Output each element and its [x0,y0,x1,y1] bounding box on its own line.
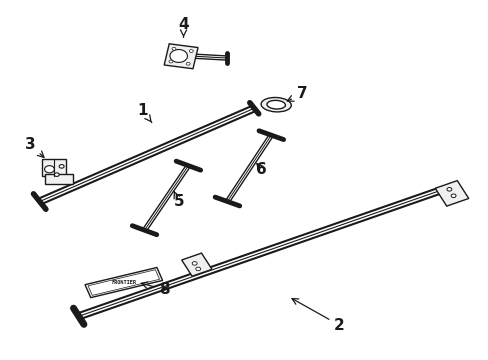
Ellipse shape [266,100,285,109]
Text: FRONTIER: FRONTIER [111,280,136,285]
Bar [88,270,159,295]
Bar [434,181,468,206]
Circle shape [186,62,190,65]
Ellipse shape [261,98,291,112]
Bar [85,267,163,298]
Bar [44,174,73,184]
Circle shape [446,188,451,191]
Circle shape [169,60,173,63]
Circle shape [192,262,197,265]
Text: 5: 5 [173,191,183,209]
Circle shape [189,50,193,53]
Text: 3: 3 [24,137,44,157]
Text: 1: 1 [137,103,151,122]
Circle shape [54,173,59,176]
Circle shape [172,48,176,50]
Circle shape [450,194,455,198]
Circle shape [59,165,64,168]
Circle shape [170,50,187,62]
Bar [164,44,198,69]
Text: 8: 8 [141,282,169,297]
Circle shape [195,267,200,271]
Text: 4: 4 [178,17,188,37]
Circle shape [44,166,54,173]
Text: 6: 6 [256,162,266,177]
Bar [42,159,65,176]
Text: 2: 2 [291,298,344,333]
Text: 7: 7 [286,86,307,102]
Bar [182,253,211,276]
